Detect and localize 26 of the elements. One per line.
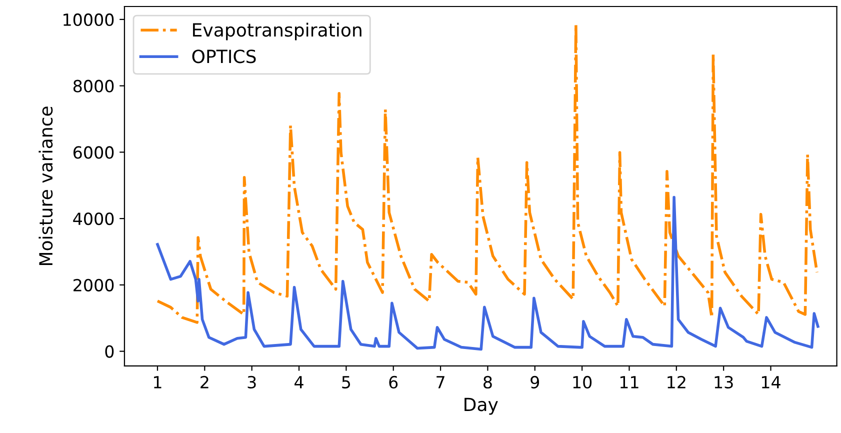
x-axis-title: Day [464, 398, 498, 415]
x-tick-label: 11 [620, 376, 638, 388]
x-tick-label: 4 [294, 376, 304, 388]
line-series [156, 23, 818, 324]
y-tick-label: 2000 [74, 278, 114, 292]
legend-label: Evapotranspiration [193, 22, 362, 40]
x-tick-label: 9 [530, 376, 540, 389]
x-tick-label: 8 [484, 376, 492, 389]
x-tick-label: 5 [342, 376, 350, 389]
x-tick-label: 12 [668, 376, 686, 388]
x-tick-label: 7 [436, 376, 444, 388]
line-series [156, 196, 820, 351]
y-tick-label: 0 [105, 345, 114, 358]
x-tick-label: 2 [200, 376, 208, 388]
x-tick-label: 13 [714, 376, 733, 389]
x-tick-label: 14 [762, 376, 780, 388]
y-tick-label: 10000 [64, 13, 114, 26]
y-axis-title: Moisture variance [38, 106, 53, 266]
x-tick-label: 1 [154, 376, 162, 388]
y-tick-label: 8000 [73, 80, 114, 92]
legend-label: OPTICS [192, 50, 256, 64]
y-tick-label: 6000 [73, 146, 114, 159]
x-tick-label: 10 [573, 376, 592, 389]
x-tick-label: 3 [248, 376, 256, 389]
y-tick-label: 4000 [73, 212, 114, 226]
x-tick-label: 6 [389, 376, 398, 389]
